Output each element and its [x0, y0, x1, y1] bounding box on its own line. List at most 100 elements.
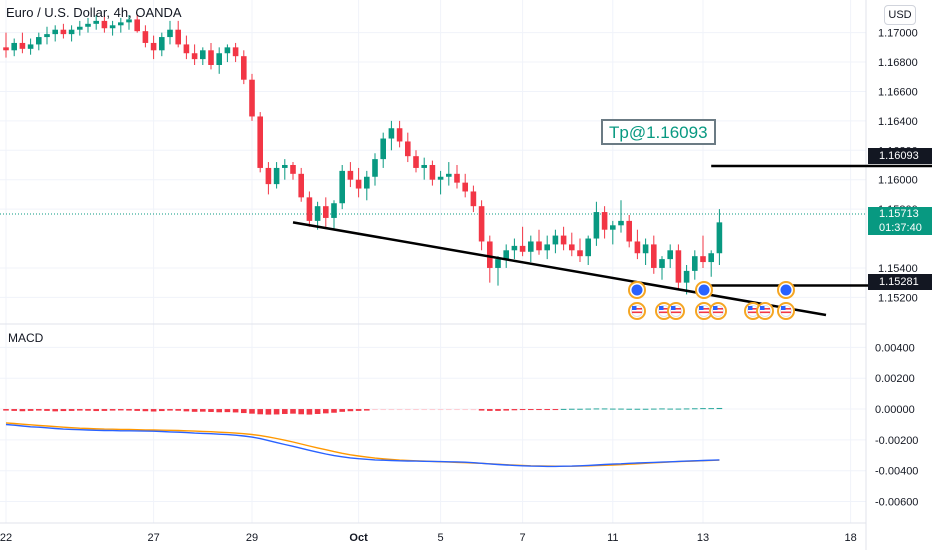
eu-flag: [698, 284, 710, 296]
drawings: [292, 164, 932, 317]
macd-histogram-bar: [167, 409, 173, 411]
macd-histogram-bar: [454, 409, 460, 411]
us-stripe: [713, 308, 723, 310]
macd-histogram-bar: [601, 408, 608, 410]
price-tick-label: 1.15400: [878, 263, 918, 275]
macd-histogram-bar: [298, 409, 304, 415]
macd-histogram-bar: [618, 408, 624, 410]
candle: [454, 173, 460, 183]
candle: [610, 225, 616, 230]
candle: [249, 79, 255, 117]
macd-axis: 0.00400 0.00200 0.00000 -0.00200 -0.00400 -0.…: [875, 342, 918, 508]
candle: [150, 42, 157, 51]
price-tick-label: 1.16600: [878, 86, 918, 98]
candle: [224, 47, 231, 54]
macd-histogram-bar: [11, 409, 17, 411]
eu-event-icon[interactable]: [777, 281, 795, 299]
candle: [68, 29, 75, 35]
candle: [183, 44, 190, 54]
candle: [191, 53, 198, 60]
macd-histogram-bar: [388, 409, 395, 411]
last-price-badge: 1.15713 01:37:40: [868, 207, 932, 235]
macd-histogram-bar: [109, 409, 116, 411]
macd-histogram-bar: [44, 409, 50, 411]
macd-histogram-bar: [191, 409, 198, 412]
macd-histogram-bar: [380, 409, 386, 411]
time-tick-label: 18: [844, 532, 856, 544]
macd-histogram-bar: [446, 409, 452, 411]
macd-histogram-bar: [421, 409, 427, 411]
candle: [487, 241, 493, 268]
candle: [126, 19, 132, 23]
macd-histogram-bar: [511, 409, 518, 411]
symbol-title[interactable]: Euro / U.S. Dollar, 4h, OANDA: [6, 5, 182, 20]
candle: [634, 241, 641, 254]
macd-histogram-bar: [487, 409, 493, 411]
candle: [142, 31, 149, 43]
macd-histogram-bar: [232, 409, 239, 413]
macd-histogram-bar: [216, 409, 222, 413]
tp-price-badge: 1.16093: [868, 148, 932, 164]
macd-histogram-bar: [19, 409, 26, 412]
macd-histogram-bar: [396, 409, 403, 411]
us-event-icon[interactable]: [695, 302, 713, 320]
candle: [462, 182, 468, 192]
us-event-icon[interactable]: [628, 302, 646, 320]
macd-histogram-bar: [634, 408, 641, 410]
candle: [101, 20, 108, 29]
price-tick-label: 1.16400: [878, 116, 918, 128]
us-stripe: [671, 308, 681, 310]
us-stripe: [699, 311, 709, 314]
candle: [36, 37, 42, 45]
macd-histogram-bar: [77, 409, 83, 411]
macd-histogram-bar: [290, 409, 296, 414]
candle: [552, 235, 559, 245]
macd-histogram-bar: [224, 409, 231, 413]
macd-histogram-bar: [355, 409, 362, 411]
trendline: [292, 221, 827, 317]
us-event-icon[interactable]: [777, 302, 795, 320]
candle: [52, 29, 58, 35]
eu-event-icon[interactable]: [628, 281, 646, 299]
candle: [167, 29, 173, 38]
candle: [446, 173, 452, 177]
candle: [77, 26, 83, 30]
macd-indicator-label[interactable]: MACD: [8, 331, 44, 345]
macd-histogram-bar: [651, 408, 657, 410]
us-stripe: [659, 311, 669, 314]
macd-tick-label: 0.00400: [875, 342, 915, 354]
candle: [159, 37, 165, 51]
time-tick-label: 7: [520, 532, 526, 544]
macd-histogram-bar: [536, 409, 542, 411]
us-stripe: [760, 311, 770, 314]
us-event-icon[interactable]: [667, 302, 685, 320]
currency-button[interactable]: USD: [884, 5, 916, 25]
candle: [503, 250, 509, 260]
eu-flag: [780, 284, 792, 296]
macd-histogram-bar: [339, 409, 345, 412]
candle: [560, 235, 567, 245]
time-tick-label: 5: [438, 532, 444, 544]
macd-histogram-bar: [183, 409, 190, 412]
candle: [511, 245, 518, 251]
us-event-icon[interactable]: [756, 302, 774, 320]
us-stripe: [760, 308, 770, 310]
time-tick-label: 11: [607, 532, 618, 544]
candle: [642, 244, 649, 254]
macd-histogram-bar: [68, 409, 75, 411]
eu-event-icon[interactable]: [695, 281, 713, 299]
tp-annotation[interactable]: Tp@1.16093: [601, 119, 716, 145]
macd-histogram-bar: [544, 409, 550, 411]
macd-histogram-bar: [282, 409, 288, 414]
candle: [585, 238, 591, 257]
candle: [675, 250, 682, 283]
candle: [659, 259, 665, 268]
macd-tick-label: 0.00000: [875, 404, 915, 416]
us-event-icon[interactable]: [709, 302, 727, 320]
macd-line: [5, 423, 720, 468]
macd-histogram-bar: [462, 409, 468, 411]
us-canton: [699, 306, 704, 310]
time-tick-label: 13: [697, 532, 709, 544]
macd-histogram-bar: [347, 409, 354, 412]
